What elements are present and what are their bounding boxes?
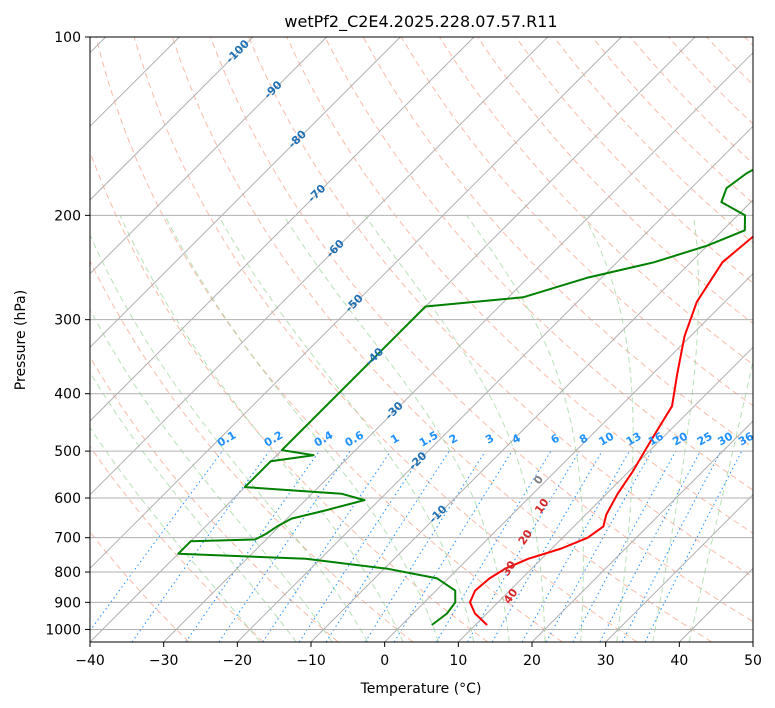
y-tick-label: 400 xyxy=(54,387,81,403)
mixing-ratio-line xyxy=(218,450,351,642)
isotherm-line xyxy=(90,37,622,570)
mixing-ratio-line xyxy=(325,450,450,642)
dry-adiabat-line xyxy=(171,37,712,642)
x-tick-label: 10 xyxy=(449,653,467,669)
moist-adiabat-line xyxy=(90,371,297,642)
dry-adiabat-line xyxy=(95,37,563,642)
moist-adiabat-line xyxy=(90,308,333,642)
x-axis-ticks: −40 −30 −20 −10 0 10 20 30 40 50 xyxy=(75,642,762,669)
moist-adiabat-line xyxy=(283,215,510,642)
dry-adiabat-line xyxy=(90,445,264,642)
plot-frame xyxy=(89,36,754,643)
y-axis-ticks: 100 200 300 400 500 600 700 800 900 1000 xyxy=(45,30,90,638)
y-tick-label: 700 xyxy=(54,531,81,547)
moist-adiabat-line xyxy=(652,215,700,642)
dry-adiabat-line xyxy=(210,37,753,623)
dry-adiabat-line xyxy=(515,37,753,284)
grid-lines xyxy=(90,37,753,642)
y-tick-label: 100 xyxy=(54,30,81,46)
mixing-ratio-line xyxy=(599,450,701,642)
y-tick-label: 300 xyxy=(54,313,81,329)
isotherm-line xyxy=(384,272,753,642)
x-axis-title: Temperature (°C) xyxy=(360,681,482,697)
isotherm-line xyxy=(90,37,401,349)
isotherm-line xyxy=(90,37,475,422)
dry-adiabat-line xyxy=(286,37,753,534)
chart-title: wetPf2_C2E4.2025.228.07.57.R11 xyxy=(284,12,557,32)
moist-adiabat-line xyxy=(119,215,404,642)
profiles xyxy=(177,168,753,626)
y-tick-label: 600 xyxy=(54,491,81,507)
x-tick-label: −10 xyxy=(296,653,326,669)
moist-adiabat-line xyxy=(217,215,475,642)
x-tick-label: −40 xyxy=(75,653,105,669)
dry-adiabat-line xyxy=(90,259,414,642)
background-lines xyxy=(90,37,753,642)
isotherm-line xyxy=(310,199,753,642)
isotherm-line xyxy=(457,346,753,642)
y-axis-title: Pressure (hPa) xyxy=(13,290,29,390)
x-tick-label: 0 xyxy=(380,653,389,669)
isotherm-line xyxy=(90,37,254,201)
y-tick-label: 200 xyxy=(54,208,81,224)
y-tick-label: 900 xyxy=(54,595,81,611)
isotherm-line xyxy=(531,420,753,642)
mixing-ratio-line xyxy=(435,450,552,642)
mixing-ratio-line xyxy=(572,450,677,642)
isotherm-line xyxy=(605,493,753,642)
x-tick-label: −20 xyxy=(223,653,253,669)
mixing-ratio-line xyxy=(185,450,320,642)
moist-adiabat-line xyxy=(466,215,584,642)
isotherm-line xyxy=(236,125,753,642)
y-tick-label: 800 xyxy=(54,565,81,581)
temperature-profile-line xyxy=(469,235,753,626)
mixing-ratio-line xyxy=(262,450,392,642)
moist-adiabat-line xyxy=(90,233,369,642)
y-tick-label: 500 xyxy=(54,444,81,460)
isotherm-line xyxy=(90,37,328,275)
x-tick-label: 40 xyxy=(670,653,688,669)
moist-adiabat-line xyxy=(583,215,634,642)
isotherm-line xyxy=(90,37,549,496)
x-tick-label: 20 xyxy=(523,653,541,669)
mixing-ratio-line xyxy=(364,450,486,642)
mixing-ratio-line xyxy=(298,450,425,642)
isotherm-line xyxy=(163,51,753,642)
x-tick-label: −30 xyxy=(149,653,179,669)
x-tick-label: 50 xyxy=(744,653,762,669)
x-tick-label: 30 xyxy=(597,653,615,669)
moist-adiabat-line xyxy=(90,426,261,642)
moist-adiabat-line xyxy=(364,215,546,642)
moist-adiabat-line xyxy=(164,215,439,642)
y-tick-label: 1000 xyxy=(45,622,81,638)
dewpoint-profile-line xyxy=(177,168,753,626)
dry-adiabat-line xyxy=(133,37,638,642)
dry-adiabat-line xyxy=(324,37,753,491)
